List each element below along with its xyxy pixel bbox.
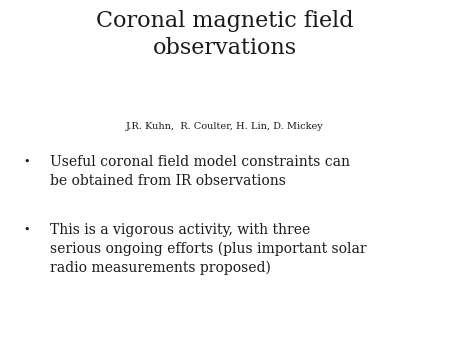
Text: This is a vigorous activity, with three
serious ongoing efforts (plus important : This is a vigorous activity, with three …: [50, 223, 366, 275]
Text: Coronal magnetic field
observations: Coronal magnetic field observations: [96, 10, 354, 59]
Text: Useful coronal field model constraints can
be obtained from IR observations: Useful coronal field model constraints c…: [50, 155, 350, 188]
Text: •: •: [24, 157, 30, 167]
Text: J.R. Kuhn,  R. Coulter, H. Lin, D. Mickey: J.R. Kuhn, R. Coulter, H. Lin, D. Mickey: [126, 122, 324, 131]
Text: •: •: [24, 225, 30, 235]
